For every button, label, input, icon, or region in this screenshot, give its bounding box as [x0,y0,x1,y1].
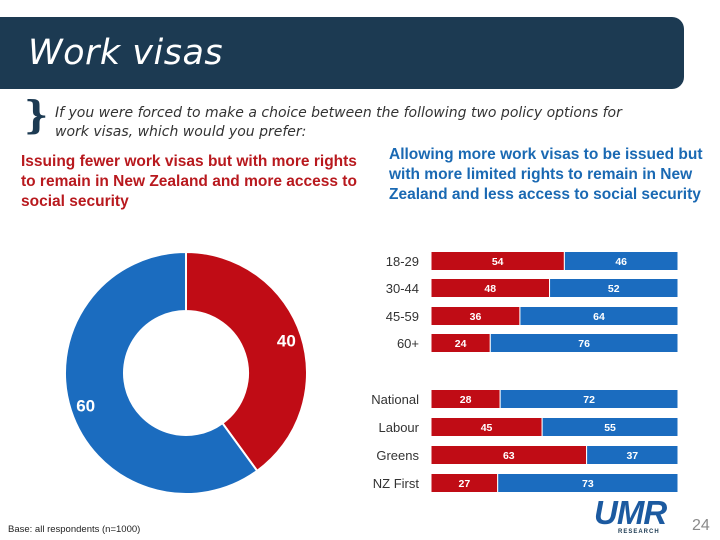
bar-value-label: 55 [604,422,616,434]
bar-segment-blue [563,251,679,271]
bar-value-label: 72 [583,394,595,406]
bar-segment-red [430,417,543,437]
bar-value-label: 76 [578,338,590,350]
logo-text: UMR [594,494,667,531]
bar-value-label: 63 [503,450,515,462]
bar-segment-blue [549,278,679,298]
bar-segment-red [430,306,521,326]
option-blue-label: Allowing more work visas to be issued bu… [389,146,703,203]
bar-segment-red [430,333,491,353]
bar-value-label: 36 [470,311,482,323]
bar-category-label: 30-44 [386,281,419,296]
bar-category-label: Greens [376,448,419,463]
bar-value-label: 27 [459,478,471,490]
bar-category-label: NZ First [373,476,420,491]
donut-slice-1 [185,250,308,473]
bar-segment-blue [489,333,679,353]
title-bar [0,17,684,89]
bar-value-label: 48 [484,283,496,295]
bar-value-label: 54 [492,256,504,268]
bar-value-label: 64 [593,311,605,323]
bar-category-label: Labour [379,420,420,435]
bar-segment-red [430,278,551,298]
bar-segment-red [430,445,588,465]
question-text: If you were forced to make a choice betw… [55,105,622,140]
bar-segment-blue [541,417,679,437]
bar-segment-blue [499,389,679,409]
bar-value-label: 28 [460,394,472,406]
umr-logo: UMR RESEARCH [594,494,678,540]
bar-segment-blue [586,445,679,465]
bar-value-label: 46 [615,256,627,268]
bar-category-label: National [371,392,419,407]
brace-icon: } [24,92,49,137]
bar-value-label: 52 [608,283,620,295]
base-note: Base: all respondents (n=1000) [8,524,141,535]
logo-subtext: RESEARCH [618,529,660,535]
page-number: 24 [692,517,710,534]
bar-category-label: 45-59 [386,309,419,324]
donut-slice-2 [64,250,259,495]
bar-value-label: 37 [626,450,638,462]
donut-label-1: 40 [277,331,296,350]
bar-segment-red [430,389,501,409]
bar-value-label: 24 [455,338,467,350]
bar-segment-red [430,251,565,271]
option-red-label: Issuing fewer work visas but with more r… [21,153,357,210]
bar-segment-red [430,473,499,493]
donut-label-2: 60 [76,397,95,416]
bar-segment-blue [519,306,679,326]
page-title: Work visas [28,33,224,73]
bar-category-label: 60+ [397,336,419,351]
bar-segment-blue [497,473,679,493]
bar-value-label: 73 [582,478,594,490]
bar-value-label: 45 [481,422,493,434]
bar-category-label: 18-29 [386,254,419,269]
